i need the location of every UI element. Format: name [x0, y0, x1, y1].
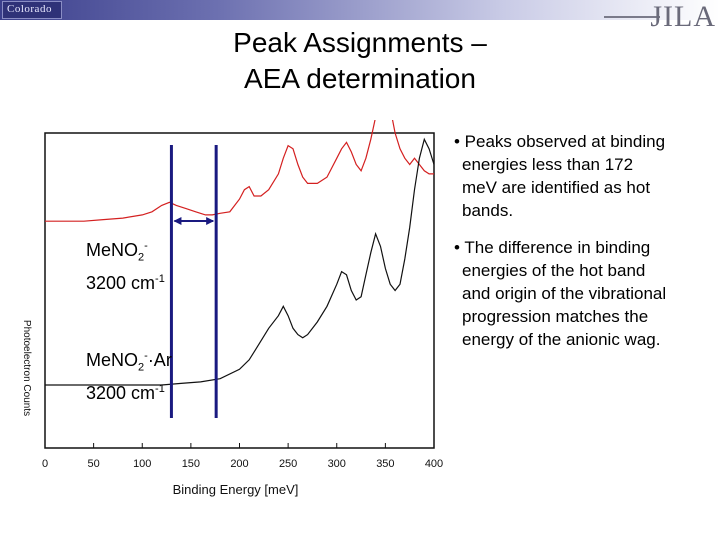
bullet-1-line-1: • Peaks observed at binding	[454, 132, 666, 151]
lower-trace-line	[45, 137, 435, 386]
bullet-2-line-4: progression matches the	[462, 307, 649, 326]
y-axis-label: Photoelectron Counts	[21, 320, 32, 416]
bullet-hot-bands: • Peaks observed at binding energies les…	[454, 130, 716, 222]
upper-species-sup: -	[144, 240, 148, 252]
title-line-1: Peak Assignments –	[233, 27, 487, 58]
slide-title: Peak Assignments – AEA determination	[150, 25, 570, 97]
jila-logo-line	[604, 16, 660, 18]
lower-trace-label: MeNO2-·Ar 3200 cm-1	[86, 346, 172, 404]
bullet-1-line-4: bands.	[462, 201, 514, 220]
colorado-logo: Colorado	[2, 1, 62, 19]
bullet-list: • Peaks observed at binding energies les…	[454, 130, 716, 365]
spectrum-chart-svg: 0 50 100 150 200 250 300 350 400 Binding Energy […	[21, 83, 443, 497]
x-tick-label-300: 300	[328, 458, 346, 470]
spectrum-plot: 0 50 100 150 200 250 300 350 400 Binding Energy […	[0, 83, 450, 500]
x-tick-label-250: 250	[279, 458, 297, 470]
bullet-2-line-2: energies of the hot band	[462, 261, 646, 280]
lower-frequency-sup: -1	[155, 382, 165, 395]
lower-species-sup: -	[144, 350, 148, 362]
upper-species: MeNO	[86, 240, 139, 260]
upper-species-sub: 2	[138, 251, 145, 264]
x-tick-label-150: 150	[182, 458, 200, 470]
x-tick-label-200: 200	[230, 458, 248, 470]
lower-species-sub: 2	[138, 361, 145, 374]
bullet-wag-energy: • The difference in binding energies of …	[454, 236, 716, 351]
upper-trace-label: MeNO2- 3200 cm-1	[86, 236, 165, 294]
x-axis-label: Binding Energy [meV]	[173, 482, 299, 497]
colorado-logo-text: Colorado	[7, 3, 52, 15]
bullet-1-line-2: energies less than 172	[462, 155, 634, 174]
x-tick-label-0: 0	[42, 458, 48, 470]
lower-frequency: 3200 cm	[86, 382, 156, 403]
lower-species: MeNO	[86, 350, 139, 370]
lower-species-suffix: ·Ar	[147, 350, 172, 370]
arrowhead-right	[206, 217, 215, 225]
bullet-1-line-3: meV are identified as hot	[462, 178, 651, 197]
x-tick-label-100: 100	[133, 458, 151, 470]
top-banner	[0, 0, 720, 20]
title-line-2: AEA determination	[244, 63, 476, 94]
upper-trace-line	[45, 83, 434, 222]
bullet-2-line-3: and origin of the vibrational	[462, 284, 667, 303]
bullet-2-line-5: energy of the anionic wag.	[462, 330, 661, 349]
upper-frequency-sup: -1	[155, 272, 165, 285]
upper-frequency: 3200 cm	[86, 272, 156, 293]
jila-logo: JILA	[650, 0, 716, 33]
arrowhead-left	[173, 217, 182, 225]
bullet-2-line-1: • The difference in binding	[454, 238, 651, 257]
x-tick-label-50: 50	[88, 458, 100, 470]
x-tick-label-400: 400	[425, 458, 443, 470]
x-tick-label-350: 350	[376, 458, 394, 470]
